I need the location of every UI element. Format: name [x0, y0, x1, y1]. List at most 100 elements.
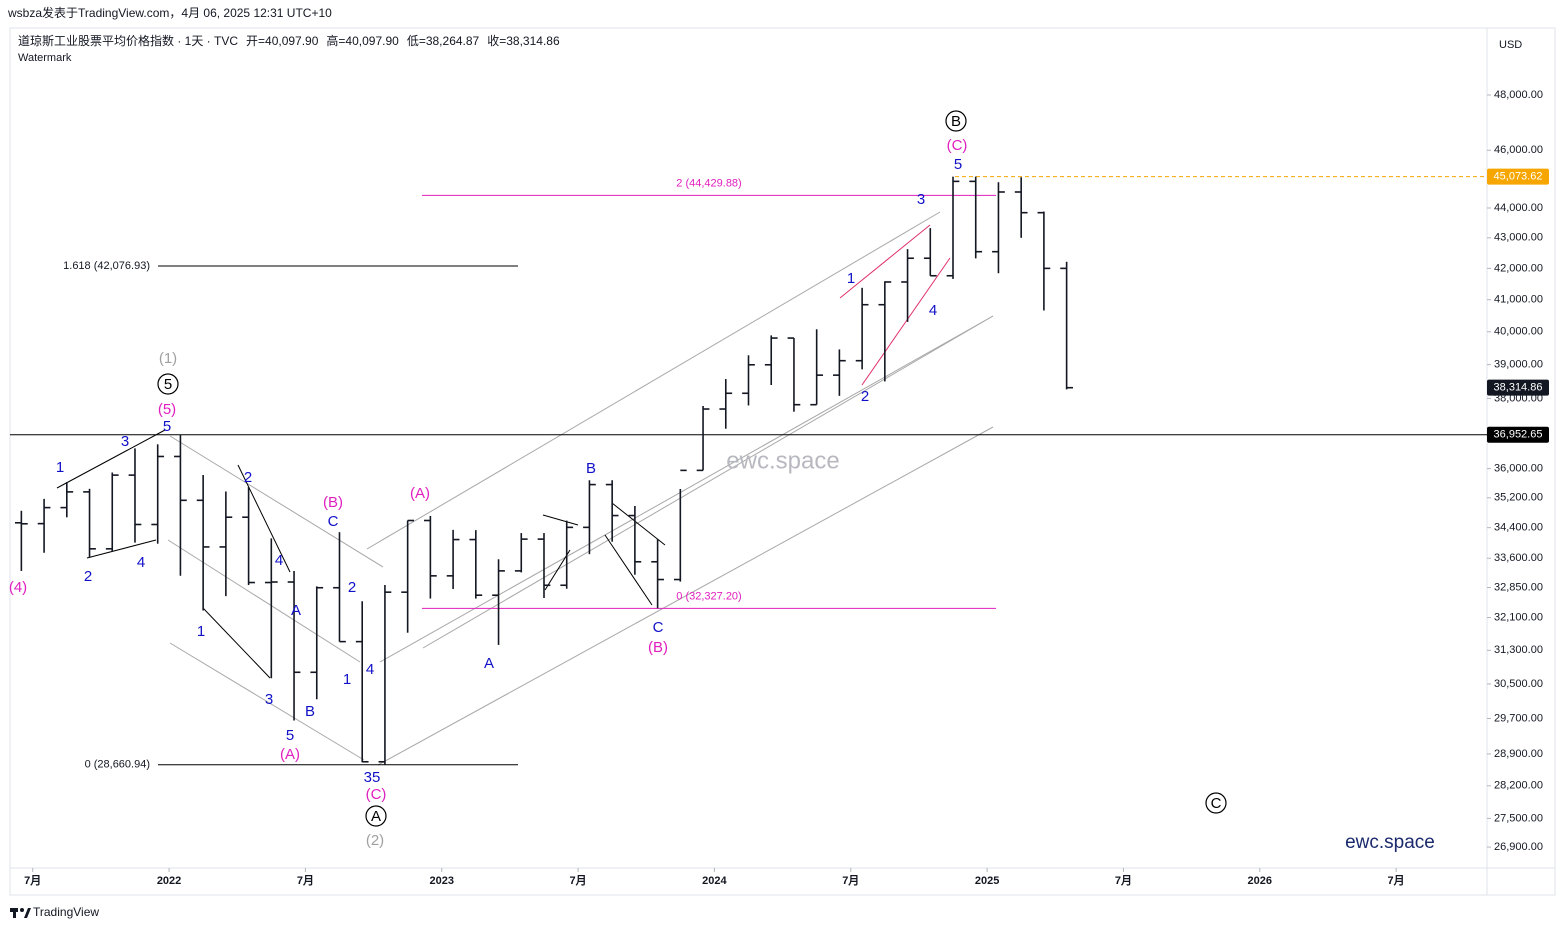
y-tick-label: 40,000.00: [1494, 326, 1543, 338]
y-tick-label: 43,000.00: [1494, 232, 1543, 244]
signature: ewc.space: [1345, 832, 1435, 853]
wave-label: B: [951, 113, 961, 130]
price-label-box: [1487, 168, 1549, 185]
trend-line: [56, 429, 166, 489]
y-tick-label: 41,000.00: [1494, 294, 1543, 306]
channel-line: [167, 539, 361, 663]
wave-label: C: [1211, 795, 1222, 812]
y-tick-label: 28,900.00: [1494, 748, 1543, 760]
x-tick-label: 2023: [429, 875, 453, 887]
trend-line: [202, 607, 271, 679]
logo-shape: [24, 908, 31, 918]
trend-line: [542, 514, 579, 526]
y-tick-label: 34,400.00: [1494, 522, 1543, 534]
y-tick-label: 28,200.00: [1494, 780, 1543, 792]
ohlc-legend-item: 低=38,264.87: [407, 34, 480, 48]
brand: TradingView: [33, 905, 99, 919]
wave-label: (5): [158, 401, 176, 418]
y-tick-label: 44,000.00: [1494, 202, 1543, 214]
x-tick-label: 2022: [157, 875, 181, 887]
y-tick-label: 46,000.00: [1494, 144, 1543, 156]
ohlc-legend-item: 收=38,314.86: [487, 34, 560, 48]
wedge-lines: [839, 224, 951, 386]
price-bars: [14, 176, 1073, 765]
channel-line: [379, 315, 994, 663]
price-label: 38,314.86: [1494, 382, 1543, 394]
indicator-name: Watermark: [18, 52, 72, 64]
brand-logo: [10, 908, 31, 918]
ohlc-legend-item: 高=40,097.90: [326, 33, 399, 48]
wave-label: 5: [163, 418, 171, 435]
fib-level-label: 0 (32,327.20): [676, 590, 741, 602]
channel-line: [366, 211, 941, 550]
wave-label: (B): [648, 639, 668, 656]
y-tick-label: 48,000.00: [1494, 89, 1543, 101]
wave-label: 4: [137, 554, 145, 571]
wave-label: (A): [280, 746, 300, 763]
wave-label: B: [586, 460, 596, 477]
x-tick-label: 2026: [1248, 875, 1272, 887]
trend-lines: [56, 429, 666, 679]
symbol-title: 道琼斯工业股票平均价格指数 · 1天 · TVC: [18, 33, 238, 48]
logo-shape: [20, 908, 24, 912]
wave-label: 4: [366, 661, 374, 678]
wave-label: 3: [121, 433, 129, 450]
wave-circle: [157, 373, 179, 395]
wave-label: (A): [410, 485, 430, 502]
fib-level-label: 2 (44,429.88): [676, 177, 741, 189]
y-tick-label: 39,000.00: [1494, 359, 1543, 371]
y-tick-label: 27,500.00: [1494, 812, 1543, 824]
y-tick-label: 42,000.00: [1494, 262, 1543, 274]
trend-line: [604, 534, 653, 606]
x-tick-label: 7月: [1388, 874, 1405, 887]
x-tick-label: 7月: [570, 874, 587, 887]
wave-circle: [945, 110, 967, 132]
wave-label: B: [305, 703, 315, 720]
fib-level-label: 1.618 (42,076.93): [63, 260, 150, 272]
y-tick-label: 26,900.00: [1494, 841, 1543, 853]
wave-label: 2: [84, 568, 92, 585]
x-tick-label: 2025: [975, 875, 999, 887]
x-tick-label: 2024: [702, 875, 727, 887]
wave-label: 2: [861, 388, 869, 405]
wave-label: 2: [348, 579, 356, 596]
x-tick-label: 7月: [1115, 874, 1132, 887]
x-tick-label: 7月: [842, 874, 859, 887]
wave-label: 1: [343, 671, 351, 688]
ohlc-legend-item: 开=40,097.90: [246, 34, 319, 48]
y-tick-label: 31,300.00: [1494, 644, 1543, 656]
watermark: ewc.space: [726, 447, 839, 474]
wave-circle: [365, 805, 387, 827]
y-tick-label: 32,850.00: [1494, 581, 1543, 593]
channel-line: [422, 315, 994, 649]
wave-label: C: [328, 513, 339, 530]
wave-label: 3: [265, 691, 273, 708]
y-tick-label: 29,700.00: [1494, 712, 1543, 724]
panel-border: [9, 27, 1556, 896]
y-tick-label: 36,000.00: [1494, 463, 1543, 475]
channel-line: [377, 426, 994, 766]
wave-label: (B): [323, 494, 343, 511]
x-tick-label: 7月: [24, 874, 41, 887]
channel-line: [169, 642, 365, 761]
trend-line: [86, 539, 157, 559]
wave-label: (1): [159, 350, 177, 367]
y-tick-label: 32,100.00: [1494, 611, 1543, 623]
price-label: 45,073.62: [1494, 171, 1543, 183]
logo-shape: [13, 908, 16, 918]
y-tick-label: 30,500.00: [1494, 678, 1543, 690]
wave-label: 5: [954, 156, 962, 173]
attribution: wsbza发表于TradingView.com，4月 06, 2025 12:3…: [7, 5, 332, 20]
wave-label: 5: [286, 727, 294, 744]
wave-label: 4: [929, 302, 937, 319]
channel-lines: [167, 211, 994, 766]
wave-label: 5: [164, 376, 172, 393]
wedge-line: [861, 257, 951, 386]
wave-circle: [1205, 792, 1227, 814]
wave-label: 2: [244, 469, 252, 486]
wave-label: A: [371, 808, 381, 825]
y-tick-label: 35,200.00: [1494, 492, 1543, 504]
x-tick-label: 7月: [297, 874, 314, 887]
wave-label: C: [653, 619, 664, 636]
